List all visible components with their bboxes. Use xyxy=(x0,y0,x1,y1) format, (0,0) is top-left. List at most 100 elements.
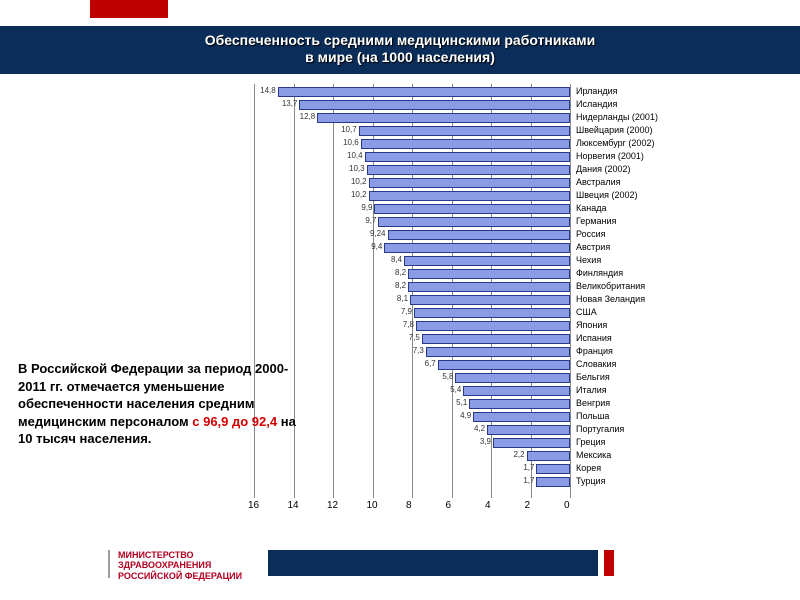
bar xyxy=(404,256,570,266)
country-label: Австралия xyxy=(576,177,620,187)
bar xyxy=(469,399,570,409)
country-label: США xyxy=(576,307,597,317)
bar-value-label: 5,8 xyxy=(442,372,453,381)
bar-value-label: 8,4 xyxy=(391,255,402,264)
decorative-red-top xyxy=(90,0,168,18)
bar-value-label: 1,7 xyxy=(523,476,534,485)
bar xyxy=(369,178,570,188)
bar-value-label: 10,6 xyxy=(343,138,359,147)
bar-row xyxy=(414,306,570,319)
bar xyxy=(384,243,570,253)
bar-row xyxy=(359,124,570,137)
body-text: В Российской Федерации за период 2000-20… xyxy=(18,360,308,448)
country-label: Чехия xyxy=(576,255,601,265)
bar-value-label: 8,2 xyxy=(395,268,406,277)
bar xyxy=(388,230,570,240)
bar-row xyxy=(361,137,570,150)
bar-row xyxy=(422,332,570,345)
bar-value-label: 5,4 xyxy=(450,385,461,394)
country-label: Норвегия (2001) xyxy=(576,151,644,161)
grid-line xyxy=(333,84,334,498)
bar-row xyxy=(536,462,570,475)
bar xyxy=(410,295,570,305)
x-axis-label: 0 xyxy=(564,500,570,511)
x-axis-label: 8 xyxy=(406,500,412,511)
bar-row xyxy=(536,475,570,488)
bar xyxy=(463,386,570,396)
country-label: Люксембург (2002) xyxy=(576,138,654,148)
bar-row xyxy=(463,384,570,397)
bar-value-label: 6,7 xyxy=(425,359,436,368)
ministry-line-3: РОССИЙСКОЙ ФЕДЕРАЦИИ xyxy=(118,571,242,581)
bar-row xyxy=(469,397,570,410)
bar-value-label: 9,24 xyxy=(370,229,386,238)
bar-value-label: 5,1 xyxy=(456,398,467,407)
bar-row xyxy=(365,150,570,163)
bar xyxy=(455,373,570,383)
bar xyxy=(408,269,570,279)
bar-row xyxy=(408,280,570,293)
country-label: Мексика xyxy=(576,450,611,460)
title-bar: Обеспеченность средними медицинскими раб… xyxy=(0,26,800,74)
country-label: Италия xyxy=(576,385,607,395)
bar xyxy=(378,217,570,227)
bar-row xyxy=(473,410,570,423)
country-label: Новая Зеландия xyxy=(576,294,645,304)
bar xyxy=(317,113,570,123)
bar-value-label: 10,2 xyxy=(351,190,367,199)
country-label: Ирландия xyxy=(576,86,618,96)
bar-row xyxy=(278,85,570,98)
bar-row xyxy=(410,293,570,306)
country-label: Великобритания xyxy=(576,281,645,291)
x-axis-label: 16 xyxy=(248,500,259,511)
bar-value-label: 10,2 xyxy=(351,177,367,186)
bar xyxy=(487,425,570,435)
bar xyxy=(359,126,570,136)
bar-value-label: 2,2 xyxy=(513,450,524,459)
country-label: Испания xyxy=(576,333,612,343)
bar-value-label: 7,8 xyxy=(403,320,414,329)
bar xyxy=(374,204,570,214)
bar-row xyxy=(374,202,570,215)
bar xyxy=(408,282,570,292)
bar xyxy=(369,191,570,201)
bar-row xyxy=(384,241,570,254)
bar-value-label: 4,2 xyxy=(474,424,485,433)
bar-value-label: 12,8 xyxy=(300,112,316,121)
country-label: Швеция (2002) xyxy=(576,190,638,200)
bar-row xyxy=(317,111,570,124)
ministry-label: МИНИСТЕРСТВО ЗДРАВООХРАНЕНИЯ РОССИЙСКОЙ … xyxy=(118,550,242,581)
country-label: Польша xyxy=(576,411,609,421)
country-label: Португалия xyxy=(576,424,624,434)
bar xyxy=(299,100,570,110)
bar xyxy=(438,360,570,370)
x-axis-label: 10 xyxy=(367,500,378,511)
bar-row xyxy=(367,163,570,176)
bar-value-label: 7,3 xyxy=(413,346,424,355)
bar xyxy=(422,334,570,344)
chart-area: 161412108642014,8Ирландия13,7Исландия12,… xyxy=(254,84,570,516)
bar-row xyxy=(299,98,570,111)
ministry-line-2: ЗДРАВООХРАНЕНИЯ xyxy=(118,560,242,570)
bar xyxy=(536,464,570,474)
bar-value-label: 1,7 xyxy=(523,463,534,472)
country-label: Россия xyxy=(576,229,606,239)
bar xyxy=(414,308,570,318)
footer-red-bar xyxy=(604,550,614,576)
x-axis-label: 2 xyxy=(525,500,531,511)
bar-value-label: 14,8 xyxy=(260,86,276,95)
bar xyxy=(493,438,570,448)
country-label: Бельгия xyxy=(576,372,610,382)
bar-row xyxy=(378,215,570,228)
bar xyxy=(367,165,570,175)
bar-value-label: 9,7 xyxy=(365,216,376,225)
footer-divider xyxy=(108,550,110,578)
bar-value-label: 9,4 xyxy=(371,242,382,251)
country-label: Турция xyxy=(576,476,605,486)
bar-row xyxy=(388,228,570,241)
footer: МИНИСТЕРСТВО ЗДРАВООХРАНЕНИЯ РОССИЙСКОЙ … xyxy=(0,544,800,584)
bar-value-label: 9,9 xyxy=(361,203,372,212)
body-text-highlight: с 96,9 до 92,4 xyxy=(192,414,277,429)
x-axis-label: 12 xyxy=(327,500,338,511)
x-axis-label: 6 xyxy=(446,500,452,511)
